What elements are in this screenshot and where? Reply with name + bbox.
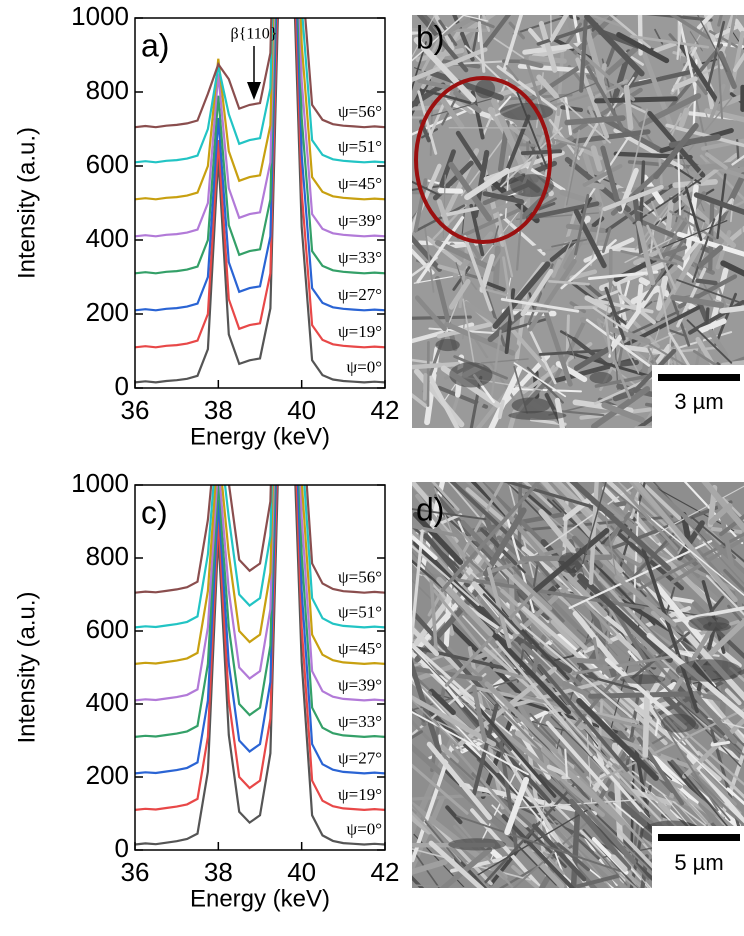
y-axis-title: Intensity (a.u.) (13, 591, 40, 743)
lath (395, 107, 442, 109)
lath (385, 317, 470, 319)
scale-label: 5 µm (674, 850, 723, 875)
x-axis-title: Energy (keV) (190, 423, 330, 450)
lath (425, 375, 426, 399)
y-tick-label: 600 (86, 149, 129, 179)
panel-label: d) (416, 491, 444, 527)
series-label: ψ=27° (338, 285, 382, 304)
y-axis-title: Intensity (a.u.) (13, 127, 40, 279)
series-label: ψ=56° (338, 568, 382, 587)
scale-bar (658, 374, 740, 381)
lath (697, 281, 715, 283)
lath (531, 58, 564, 61)
series-label: ψ=19° (338, 322, 382, 341)
dark-grain (448, 838, 506, 850)
series-label: ψ=27° (338, 748, 382, 767)
y-tick-label: 800 (86, 75, 129, 105)
dark-grain (449, 362, 492, 387)
series-label: ψ=19° (338, 785, 382, 804)
dark-grain (620, 674, 665, 684)
panel-label: c) (141, 494, 168, 530)
annotation: β{110} (231, 26, 278, 43)
lath (440, 191, 460, 192)
lath (496, 249, 498, 288)
series-label: ψ=51° (338, 602, 382, 621)
dark-grain (703, 622, 731, 631)
x-tick-label: 38 (204, 395, 233, 425)
x-axis-title: Energy (keV) (190, 885, 330, 912)
y-tick-label: 800 (86, 541, 129, 571)
series-label: ψ=51° (338, 137, 382, 156)
dark-grain (475, 79, 495, 98)
y-tick-label: 600 (86, 614, 129, 644)
y-tick-label: 1000 (71, 468, 129, 498)
scale-bar (658, 834, 740, 841)
y-tick-label: 200 (86, 297, 129, 327)
y-tick-label: 400 (86, 687, 129, 717)
series-label: ψ=45° (338, 639, 382, 658)
lath (638, 286, 640, 310)
scale-label: 3 µm (674, 389, 723, 414)
dark-grain (676, 659, 742, 682)
series-label: ψ=39° (338, 675, 382, 694)
line-chart: ψ=0°ψ=19°ψ=27°ψ=33°ψ=39°ψ=45°ψ=51°ψ=56°0… (13, 118, 399, 912)
lath (723, 362, 744, 365)
x-tick-label: 42 (371, 857, 400, 887)
series-label: ψ=39° (338, 211, 382, 230)
series-label: ψ=0° (346, 357, 382, 376)
lath (675, 599, 693, 602)
dark-grain (559, 552, 583, 573)
dark-grain (436, 339, 460, 351)
y-tick-label: 200 (86, 760, 129, 790)
x-tick-label: 36 (121, 857, 150, 887)
series-label: ψ=33° (338, 712, 382, 731)
lath (428, 342, 429, 405)
series-label: ψ=0° (346, 819, 382, 838)
lath (645, 693, 647, 755)
y-tick-label: 400 (86, 223, 129, 253)
x-tick-label: 40 (287, 857, 316, 887)
lath (523, 151, 560, 153)
dark-grain (589, 372, 612, 384)
y-tick-label: 1000 (71, 1, 129, 31)
lath (707, 309, 708, 324)
x-tick-label: 42 (371, 395, 400, 425)
x-tick-label: 40 (287, 395, 316, 425)
annotation-arrowhead (247, 82, 261, 100)
panel-label: a) (141, 27, 169, 63)
dark-grain (661, 714, 696, 733)
line-chart: ψ=0°ψ=19°ψ=27°ψ=33°ψ=39°ψ=45°ψ=51°ψ=56°0… (13, 0, 399, 450)
panel-label: b) (416, 19, 444, 55)
dark-grain (500, 103, 553, 120)
series-label: ψ=56° (338, 102, 382, 121)
series-label: ψ=33° (338, 248, 382, 267)
x-tick-label: 38 (204, 857, 233, 887)
dark-grain (512, 397, 551, 413)
series-label: ψ=45° (338, 174, 382, 193)
x-tick-label: 36 (121, 395, 150, 425)
